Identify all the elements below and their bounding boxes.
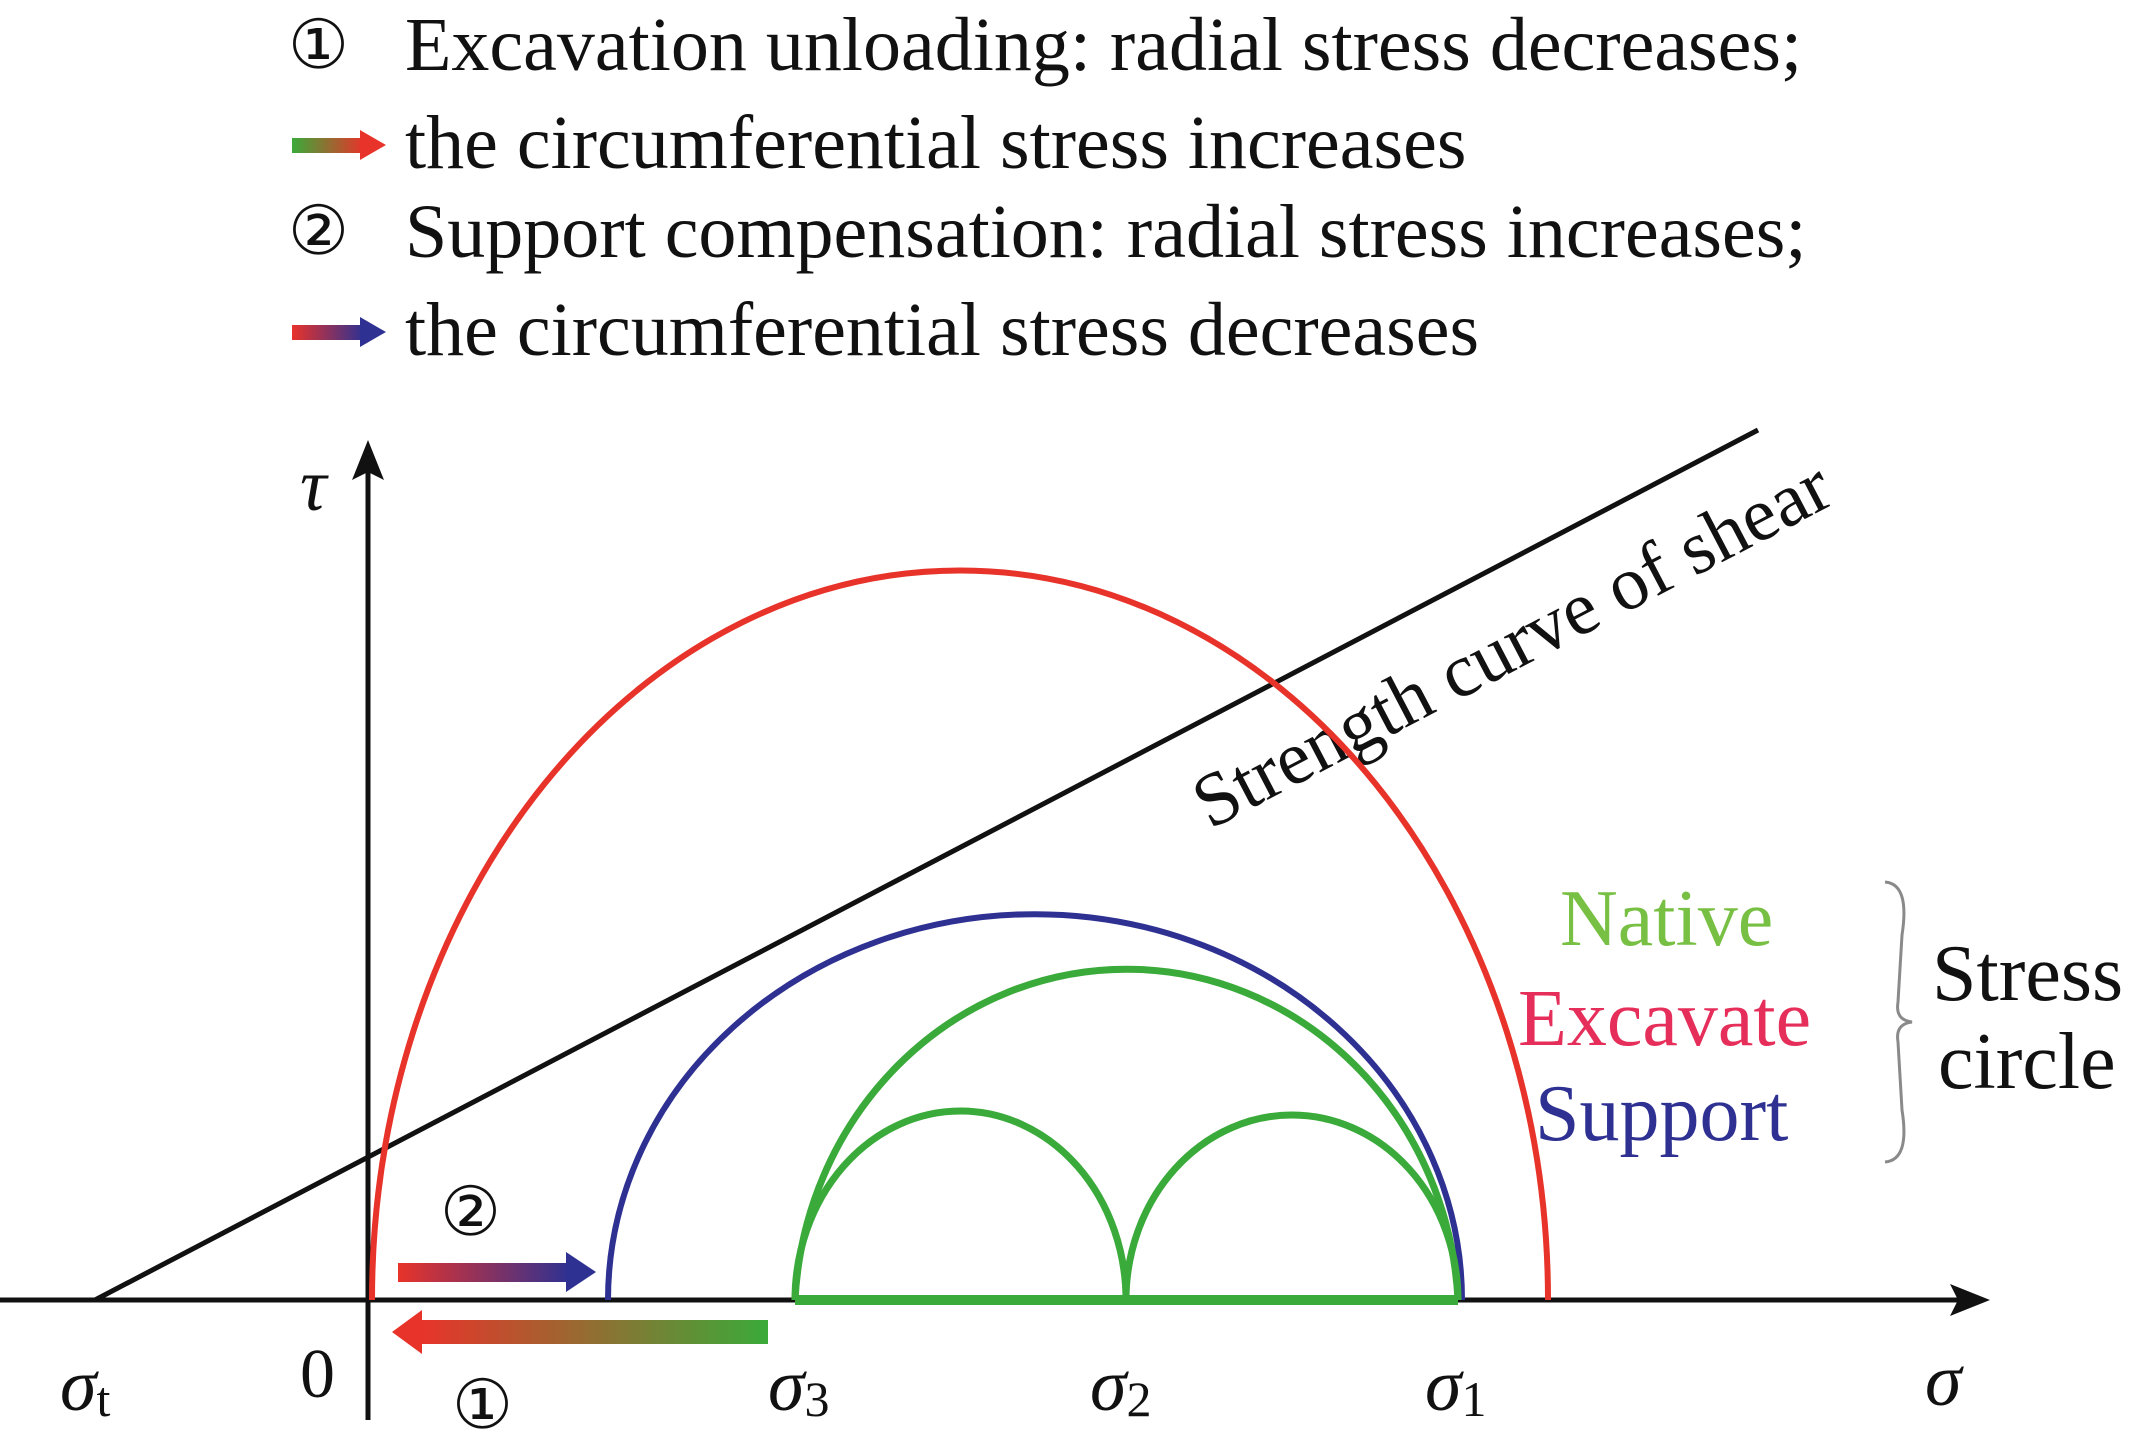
excavate-stress-circle [369,567,1551,1301]
legend-line-3-text: Support compensation: radial stress incr… [405,190,1806,274]
strength-curve-line [93,427,1760,1303]
green-to-red-arrow-icon [292,130,386,160]
stress-circle-label-line-1: Stress [1932,930,2123,1018]
sigma-axis-label: σ [1925,1340,1964,1422]
brace-icon [1884,880,1913,1164]
support-label: Support [1535,1070,1788,1158]
tau-axis-label: τ [300,445,329,527]
native-stress-circle-left [791,1107,1130,1301]
native-label: Native [1560,875,1773,963]
support-stress-circle [605,911,1465,1301]
support-arrow-icon [398,1252,596,1292]
step-1-marker: ① [288,7,349,83]
native-stress-circle-large [791,965,1462,1301]
legend: ① Excavation unloading: radial stress de… [288,3,1806,372]
tau-axis-arrowhead-icon [352,440,384,480]
legend-line-4: the circumferential stress decreases [292,288,1479,372]
sigma-3-label: σ3 [768,1345,830,1427]
legend-line-3: ② Support compensation: radial stress in… [288,190,1806,274]
excavation-arrow-icon [392,1310,768,1354]
excavate-label: Excavate [1518,975,1811,1063]
legend-line-2: the circumferential stress increases [292,101,1466,185]
legend-line-2-text: the circumferential stress increases [405,101,1466,185]
step-arrows: ② ① [392,1174,768,1443]
stress-circle-label-line-2: circle [1938,1018,2116,1106]
step-2-arrow-marker: ② [440,1174,501,1250]
step-2-marker: ② [288,193,349,269]
legend-line-4-text: the circumferential stress decreases [405,288,1479,372]
circle-legend: Native Excavate Support Stress circle [1518,875,2123,1164]
stress-circles [369,567,1551,1305]
tick-labels: σt σ3 σ2 σ1 [60,1345,1487,1427]
sigma-2-label: σ2 [1090,1345,1152,1427]
step-1-arrow-marker: ① [452,1367,513,1443]
strength-curve-label: Strength curve of shear [1179,443,1844,845]
sigma-t-label: σt [60,1345,111,1427]
red-to-blue-arrow-icon [292,317,386,347]
origin-label: 0 [300,1336,335,1413]
strength-curve: Strength curve of shear [93,427,1844,1303]
legend-line-1-text: Excavation unloading: radial stress decr… [405,3,1802,87]
legend-line-1: ① Excavation unloading: radial stress de… [288,3,1802,87]
sigma-axis-arrowhead-icon [1950,1284,1990,1316]
sigma-1-label: σ1 [1425,1345,1487,1427]
native-stress-circle-right [1122,1111,1462,1301]
